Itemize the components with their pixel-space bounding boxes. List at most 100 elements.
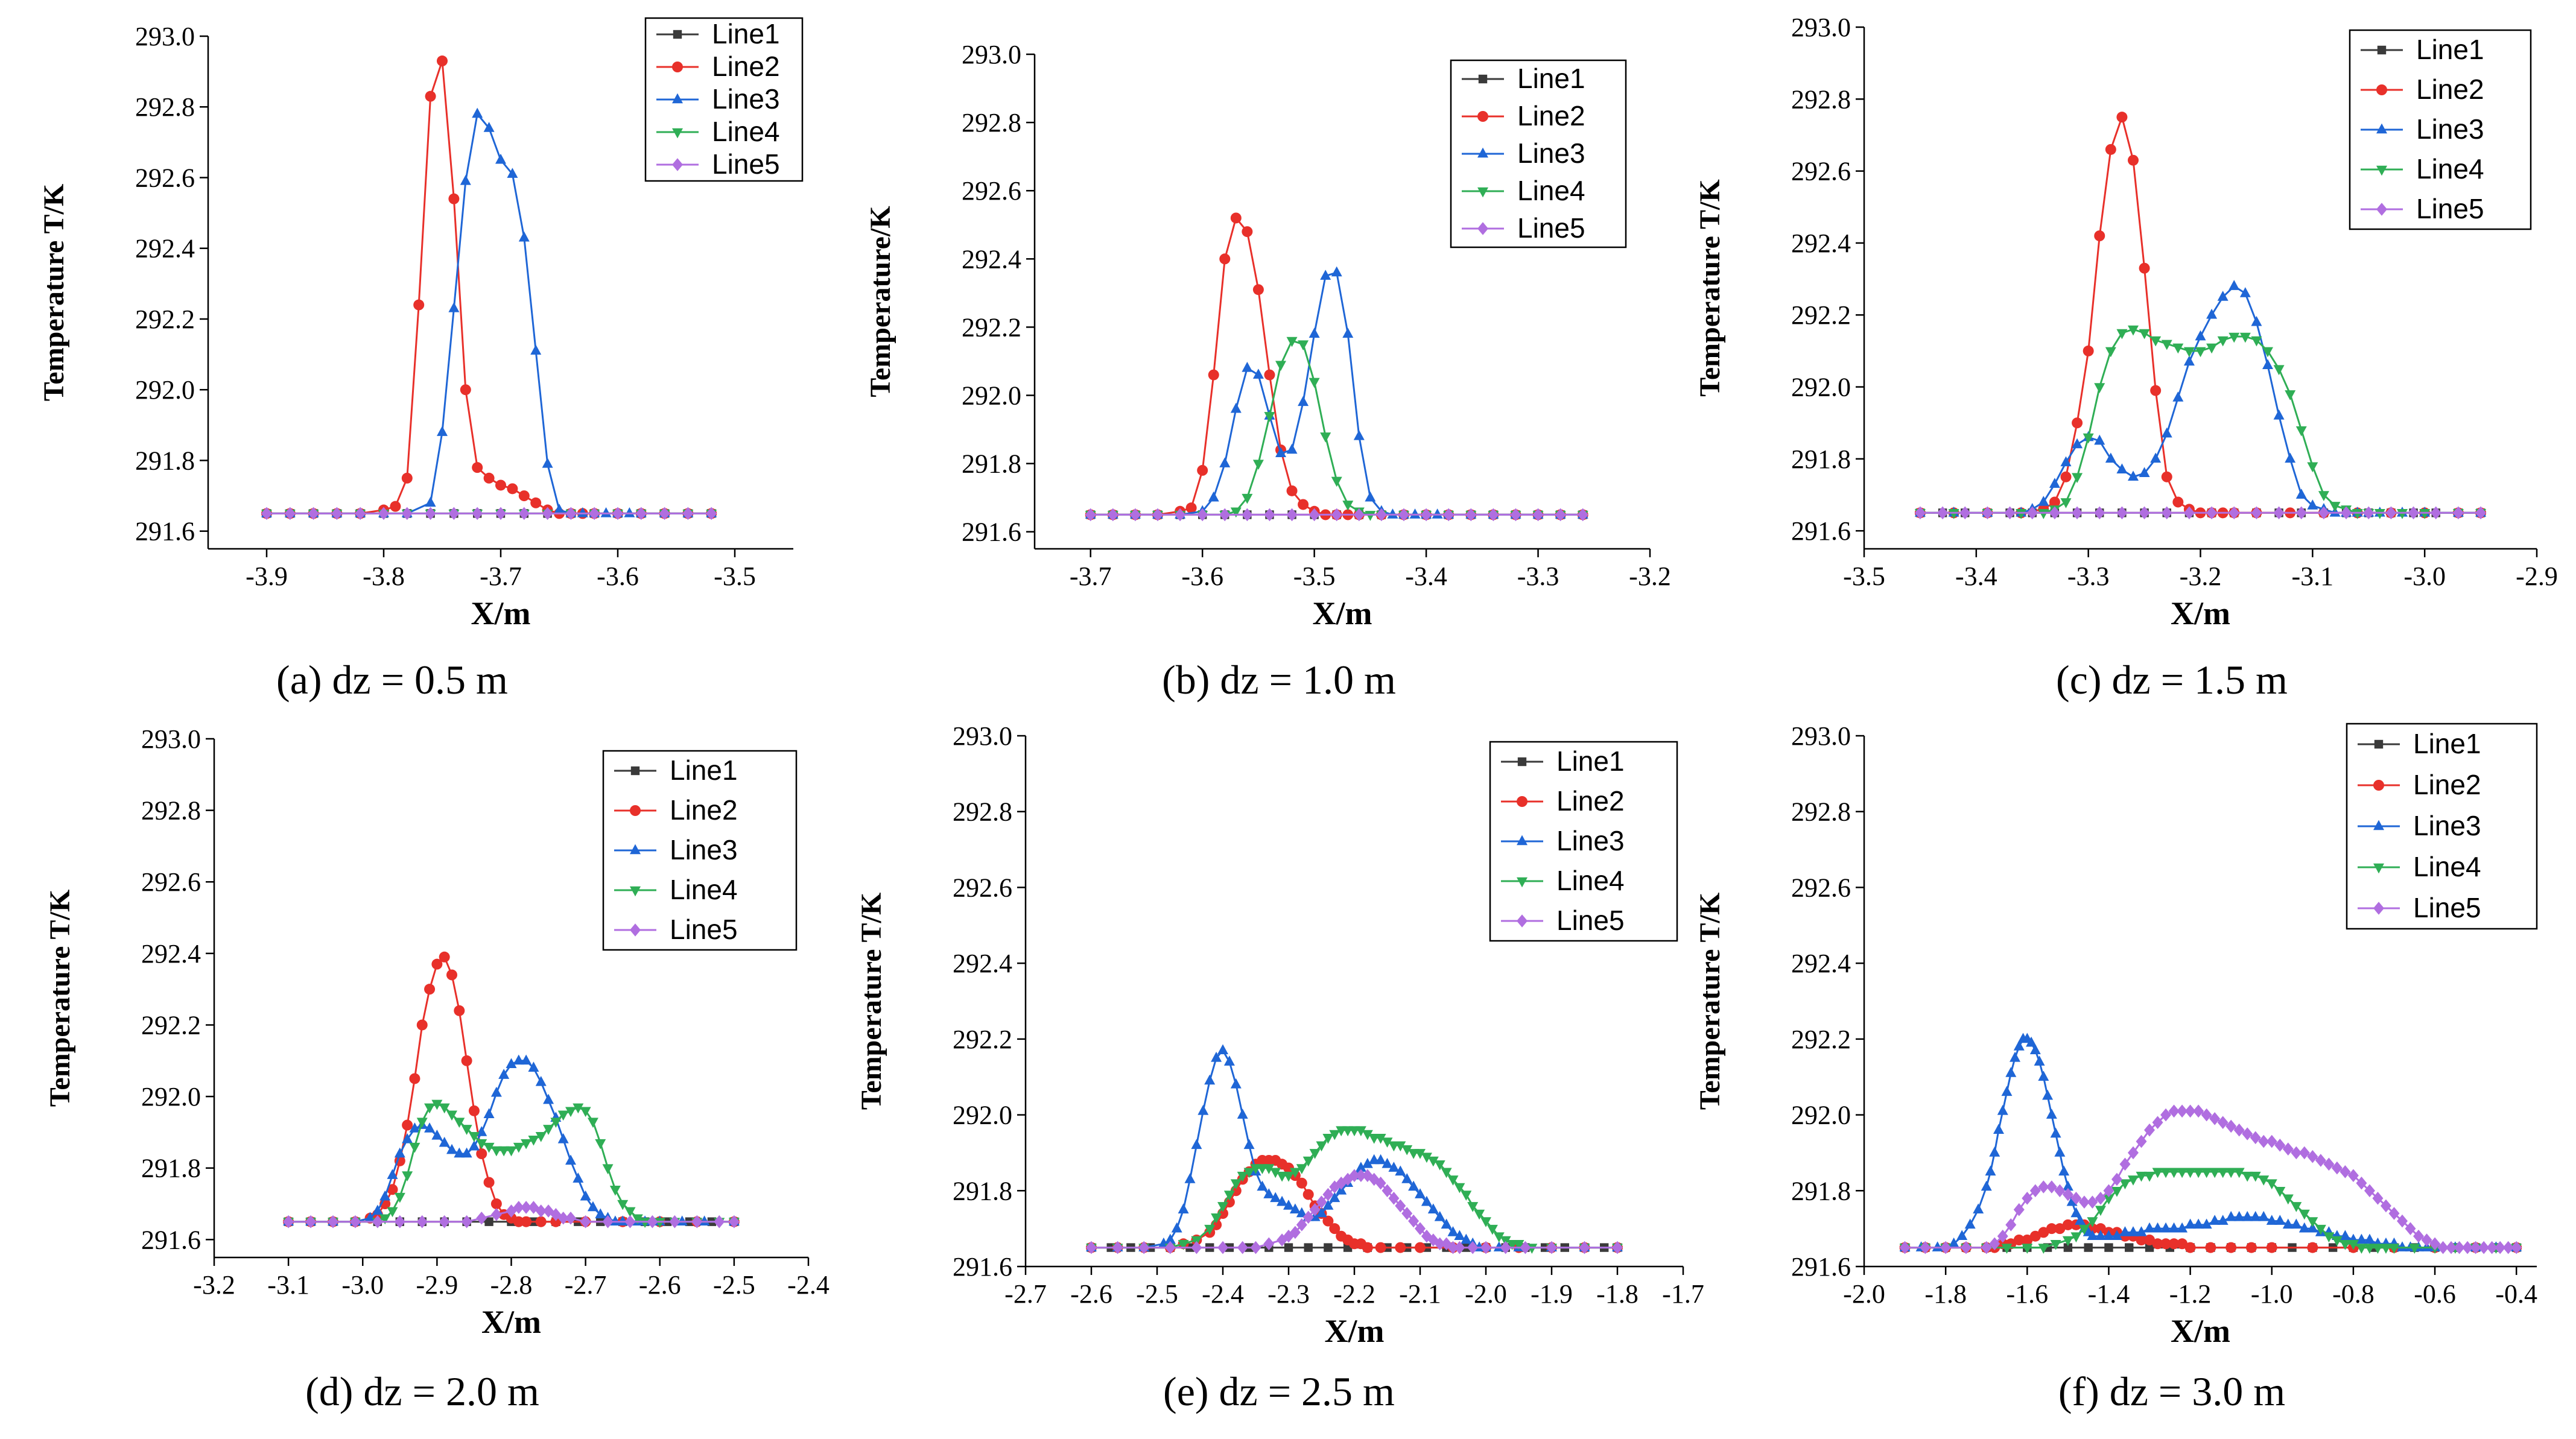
data-point [1309, 327, 1320, 338]
panel-caption: (d) dz = 2.0 m [305, 1368, 539, 1414]
data-point [2168, 1168, 2180, 1178]
data-point [1270, 1192, 1281, 1203]
data-point [409, 1122, 420, 1133]
data-point [308, 507, 319, 520]
data-point [2397, 509, 2408, 519]
x-tick-label: -0.4 [2495, 1279, 2537, 1309]
data-point [1298, 340, 1309, 351]
data-point [1286, 443, 1298, 454]
data-point [1577, 508, 1588, 522]
data-point [1284, 1243, 1293, 1252]
data-point [472, 507, 483, 520]
legend-marker [2376, 123, 2387, 134]
legend-label: Line5 [2416, 193, 2484, 224]
data-point [1329, 1192, 1340, 1203]
data-point [372, 1204, 383, 1215]
data-point [2161, 471, 2172, 482]
data-point [1230, 212, 1242, 224]
x-tick-label: -2.0 [1843, 1279, 1885, 1309]
x-tick-label: -0.6 [2414, 1279, 2456, 1309]
series-line [1091, 1129, 1617, 1249]
y-tick-label: 292.4 [1791, 229, 1851, 258]
data-point [1408, 1214, 1420, 1228]
data-point [554, 504, 565, 514]
data-point [2419, 509, 2431, 519]
data-point [1488, 508, 1499, 522]
data-point [1940, 1241, 1952, 1254]
x-tick-label: -1.7 [1662, 1279, 1704, 1309]
data-point [476, 1139, 487, 1150]
data-point [2217, 1168, 2229, 1178]
data-point [2078, 1224, 2090, 1235]
data-point [2282, 1194, 2294, 1205]
data-point [1320, 270, 1331, 280]
data-point [2004, 506, 2016, 520]
data-point [2144, 1123, 2156, 1137]
y-tick-label: 292.6 [962, 176, 1021, 206]
chart-panel-5: 291.6 291.8 292.0 292.2 292.4 292.6 292.8 293.0… [855, 721, 1704, 1414]
data-point [542, 507, 553, 520]
series-line4 [1085, 337, 1588, 521]
data-point [1993, 1124, 2004, 1134]
data-point [2038, 496, 2049, 506]
data-point [2266, 1134, 2277, 1148]
x-tick-label: -1.6 [2006, 1279, 2048, 1309]
data-point [1264, 508, 1275, 522]
y-tick-label: 291.6 [962, 517, 1021, 547]
data-point [530, 497, 542, 508]
y-tick-label: 293.0 [135, 22, 195, 51]
data-point [2372, 1244, 2384, 1254]
data-point [1382, 1184, 1393, 1198]
data-point [2103, 1184, 2114, 1198]
data-point [1289, 1203, 1301, 1214]
data-point [1184, 1173, 1196, 1183]
y-tick-label: 292.4 [135, 234, 195, 264]
legend-marker [673, 30, 682, 39]
data-point [1322, 1133, 1334, 1144]
data-point [387, 1169, 398, 1179]
data-point [612, 507, 623, 520]
data-point [535, 1076, 547, 1086]
data-point [379, 1214, 391, 1225]
data-point [2242, 1171, 2253, 1182]
data-point [439, 1136, 450, 1147]
series-line [288, 955, 734, 1223]
x-tick-label: -3.4 [1405, 561, 1447, 591]
data-point [1353, 508, 1365, 522]
data-point [2168, 1238, 2180, 1250]
data-point [2161, 340, 2172, 350]
data-point [1211, 1213, 1222, 1224]
data-point [1198, 1104, 1209, 1115]
data-point [431, 1129, 443, 1140]
data-point [507, 483, 518, 495]
data-point [1219, 457, 1231, 467]
data-point [2318, 506, 2329, 520]
x-tick-label: -3.6 [597, 561, 639, 591]
data-point [1443, 508, 1455, 522]
data-point [2250, 1131, 2261, 1145]
data-point [2029, 1044, 2041, 1055]
data-point [2152, 1238, 2163, 1250]
legend-label: Line1 [2413, 728, 2481, 759]
series-line5 [1085, 508, 1588, 522]
y-tick-label: 292.0 [953, 1101, 1012, 1130]
data-point [1152, 508, 1163, 522]
data-point [1309, 1203, 1321, 1216]
data-point [1899, 1241, 1911, 1254]
y-tick-label: 291.8 [1791, 444, 1851, 474]
data-point [446, 969, 457, 981]
data-point [446, 1143, 457, 1154]
y-tick-label: 293.0 [1791, 13, 1851, 42]
legend-marker [630, 766, 640, 776]
data-point [1289, 1226, 1301, 1239]
x-tick-label: -3.2 [193, 1270, 235, 1300]
data-point [513, 1201, 524, 1214]
data-point [699, 1215, 710, 1226]
data-point [1447, 1226, 1459, 1236]
data-point [1997, 1229, 2008, 1243]
data-point [379, 1190, 391, 1201]
data-point [1171, 1222, 1182, 1233]
data-point [1959, 506, 1971, 520]
data-point [2307, 1217, 2318, 1227]
data-point [460, 174, 471, 185]
